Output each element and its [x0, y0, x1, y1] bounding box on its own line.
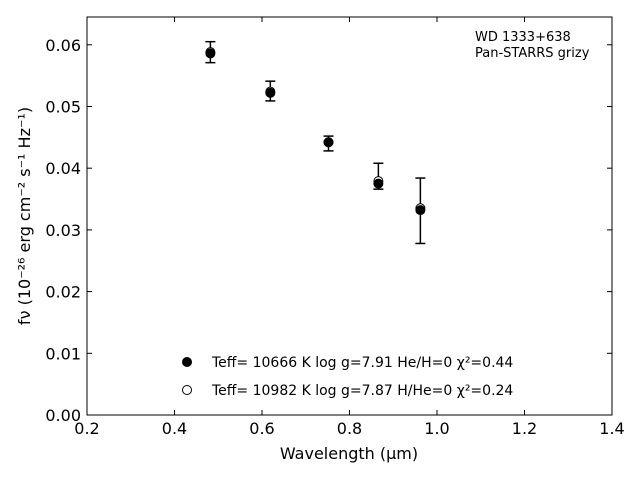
y-tick-label: 0.01 — [45, 344, 81, 363]
x-tick-label: 0.4 — [162, 419, 187, 438]
legend-label-2: Teff= 10982 K log g=7.87 H/He=0 χ²=0.24 — [211, 383, 513, 399]
y-axis-ticks: 0.00 0.01 0.02 0.03 0.04 0.05 0.06 — [45, 36, 612, 425]
y-tick-label: 0.06 — [45, 36, 81, 55]
model-point-filled — [415, 205, 426, 216]
x-axis-ticks: 0.2 0.4 0.6 0.8 1.0 1.2 1.4 — [74, 17, 625, 438]
x-tick-label: 1.2 — [512, 419, 537, 438]
model-point-filled — [323, 137, 334, 148]
y-axis-label: fν (10⁻²⁶ erg cm⁻² s⁻¹ Hz⁻¹) — [15, 107, 34, 325]
annotation-line-1: WD 1333+638 — [475, 30, 571, 45]
x-tick-label: 1.4 — [599, 419, 624, 438]
x-tick-label: 0.8 — [337, 419, 362, 438]
y-tick-label: 0.02 — [45, 283, 81, 302]
y-tick-label: 0.03 — [45, 221, 81, 240]
legend-marker-filled — [182, 357, 192, 367]
plot-area — [86, 16, 613, 416]
y-tick-label: 0.05 — [45, 97, 81, 116]
legend: Teff= 10666 K log g=7.91 He/H=0 χ²=0.44 … — [182, 355, 513, 399]
x-tick-label: 1.0 — [424, 419, 449, 438]
model-point-filled — [373, 178, 384, 189]
annotation-line-2: Pan-STARRS grizy — [475, 46, 590, 61]
y-tick-label: 0.00 — [45, 406, 81, 425]
data-points — [205, 47, 426, 216]
x-tick-label: 0.6 — [249, 419, 274, 438]
x-tick-label: 0.2 — [74, 419, 99, 438]
legend-label-1: Teff= 10666 K log g=7.91 He/H=0 χ²=0.44 — [211, 355, 513, 371]
model-point-filled — [205, 48, 216, 59]
y-tick-label: 0.04 — [45, 159, 81, 178]
legend-marker-open — [182, 385, 192, 395]
x-axis-label: Wavelength (μm) — [280, 444, 418, 463]
model-point-filled — [265, 87, 276, 98]
